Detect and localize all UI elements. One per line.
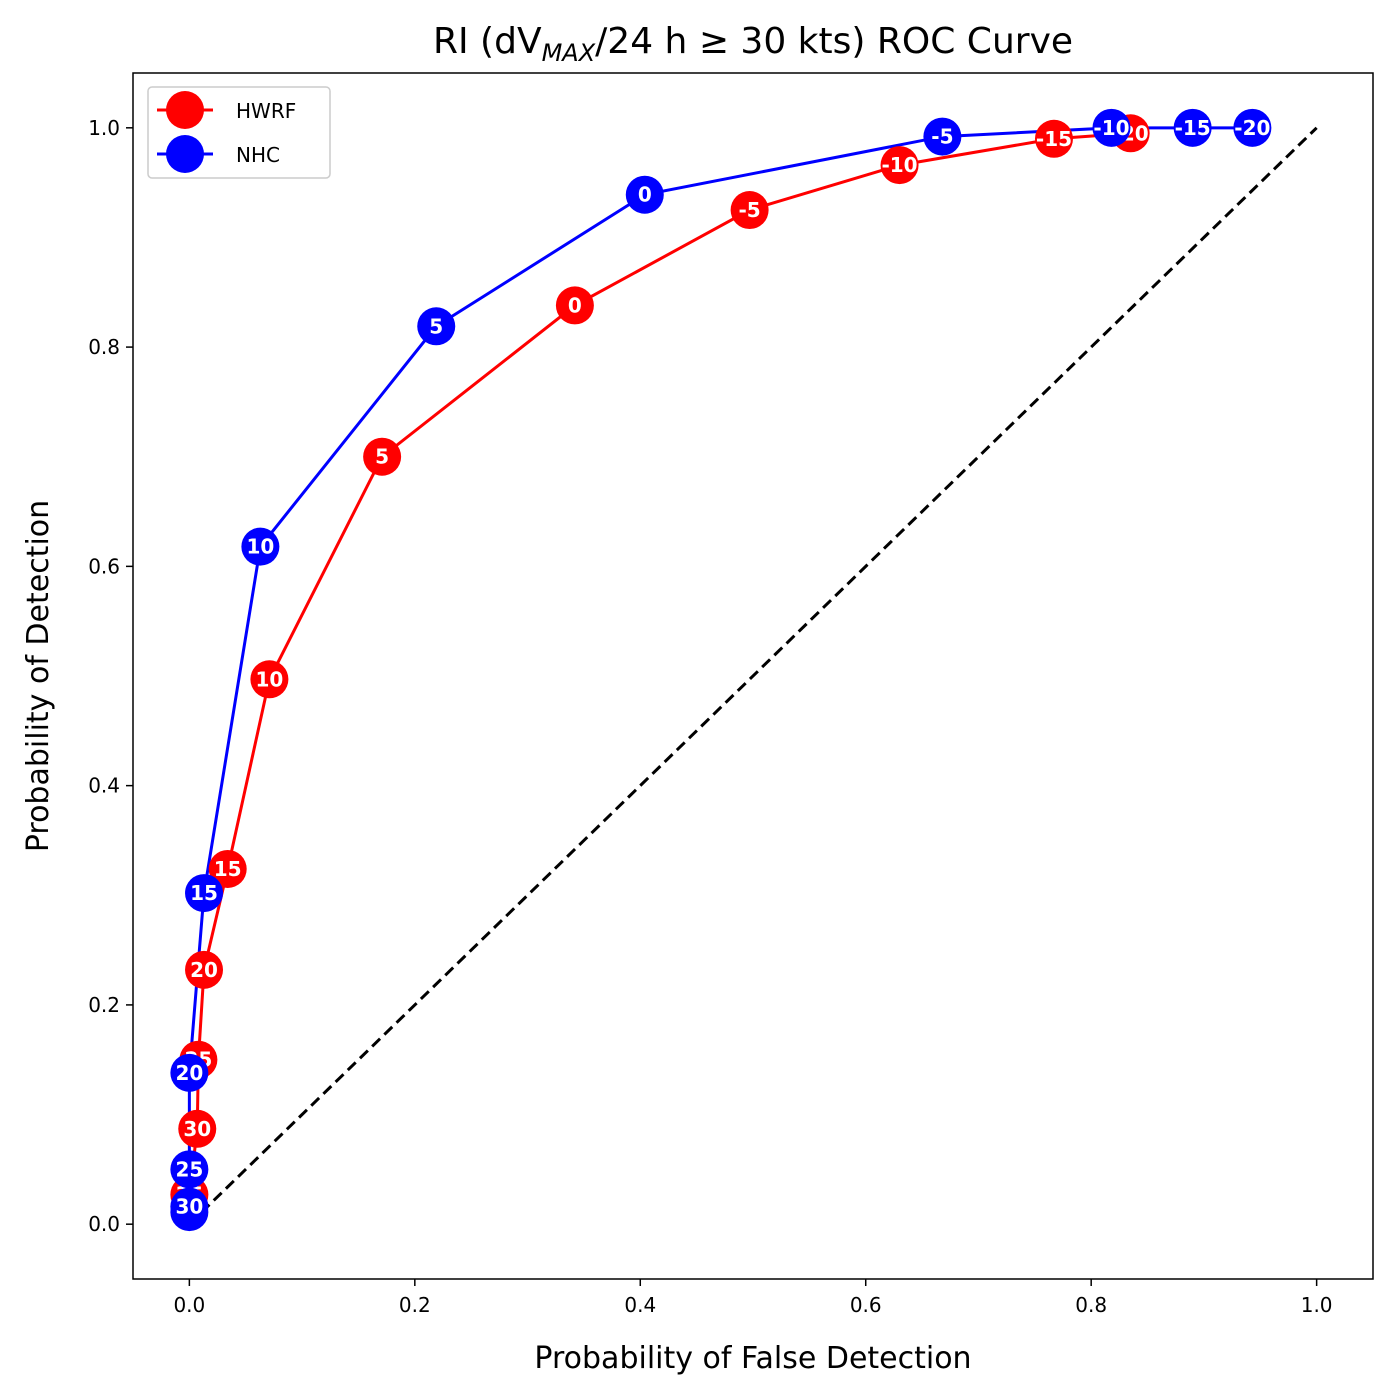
- hwrf-point: [363, 437, 402, 476]
- hwrf-point-label: 5: [375, 445, 389, 469]
- y-tick-label: 1.0: [88, 116, 120, 140]
- legend-hwrf-label: HWRF: [236, 99, 296, 123]
- x-tick-label: 0.4: [624, 1293, 656, 1317]
- x-tick-label: 1.0: [1301, 1293, 1333, 1317]
- nhc-point: [170, 1187, 209, 1226]
- nhc-point: [170, 1150, 209, 1189]
- hwrf-point: [880, 146, 919, 185]
- hwrf-point: [555, 286, 594, 325]
- plot-frame: [132, 72, 1374, 1280]
- nhc-points: 35302520151050-5-10-15-20: [170, 108, 1272, 1232]
- hwrf-point-label: -15: [1036, 127, 1072, 151]
- hwrf-point-label: -10: [881, 153, 917, 177]
- y-tick-label: 0.0: [88, 1212, 120, 1236]
- series-layer: 35302520151050-5-10-15-2035302520151050-…: [170, 108, 1272, 1232]
- x-tick-label: 0.2: [399, 1293, 431, 1317]
- reference-diagonal-line: [188, 126, 1318, 1226]
- hwrf-point-label: 30: [183, 1117, 211, 1141]
- nhc-series-line: [187, 126, 1253, 1213]
- nhc-point-label: -10: [1093, 116, 1129, 140]
- nhc-point: [241, 527, 280, 566]
- legend-nhc-label: NHC: [236, 143, 280, 167]
- y-axis-ticks: 0.0 0.2 0.4 0.6 0.8 1.0: [88, 116, 133, 1236]
- hwrf-point: [208, 849, 247, 888]
- x-axis-ticks: 0.0 0.2 0.4 0.6 0.8 1.0: [173, 1279, 1333, 1317]
- nhc-point: [1092, 108, 1131, 147]
- nhc-point-label: 30: [175, 1195, 203, 1219]
- hwrf-point-label: 15: [214, 857, 242, 881]
- legend: HWRF NHC: [147, 86, 331, 179]
- nhc-point: [185, 874, 224, 913]
- nhc-point-label: 5: [429, 314, 443, 338]
- hwrf-point: [185, 950, 224, 989]
- hwrf-points: 35302520151050-5-10-15-20: [170, 114, 1150, 1214]
- y-axis-label: Probability of Detection: [21, 500, 56, 852]
- nhc-point-label: 0: [638, 183, 652, 207]
- plot-area: 35302520151050-5-10-15-2035302520151050-…: [132, 72, 1374, 1280]
- chart-title: RI (dVMAX/24 h ≥ 30 kts) ROC Curve: [433, 21, 1073, 67]
- nhc-point-label: 20: [175, 1061, 203, 1085]
- hwrf-point: [730, 191, 769, 230]
- x-axis-label: Probability of False Detection: [534, 1341, 971, 1376]
- nhc-point-label: -20: [1234, 116, 1270, 140]
- nhc-point-label: 25: [175, 1157, 203, 1181]
- y-tick-label: 0.4: [88, 774, 120, 798]
- y-tick-label: 0.8: [88, 335, 120, 359]
- x-tick-label: 0.0: [173, 1293, 205, 1317]
- nhc-point: [417, 307, 456, 346]
- nhc-point-label: 10: [246, 535, 274, 559]
- hwrf-point-label: 20: [190, 958, 218, 982]
- nhc-point-label: -15: [1175, 116, 1211, 140]
- hwrf-point: [178, 1109, 217, 1148]
- nhc-point: [625, 175, 664, 214]
- legend-hwrf-marker: [166, 91, 204, 129]
- legend-nhc-marker: [166, 135, 204, 173]
- hwrf-series-line: [187, 131, 1131, 1195]
- nhc-point: [1233, 108, 1272, 147]
- nhc-point: [170, 1053, 209, 1092]
- hwrf-point: [1034, 119, 1073, 158]
- hwrf-point-label: -5: [739, 198, 761, 222]
- y-tick-label: 0.6: [88, 554, 120, 578]
- nhc-point-label: -5: [931, 125, 953, 149]
- y-tick-label: 0.2: [88, 993, 120, 1017]
- nhc-point: [1173, 108, 1212, 147]
- hwrf-point-label: 10: [255, 667, 283, 691]
- nhc-point-label: 15: [190, 881, 218, 905]
- nhc-point: [923, 117, 962, 156]
- x-tick-label: 0.8: [1075, 1293, 1107, 1317]
- hwrf-point: [250, 660, 289, 699]
- hwrf-point-label: 0: [568, 293, 582, 317]
- x-tick-label: 0.6: [850, 1293, 882, 1317]
